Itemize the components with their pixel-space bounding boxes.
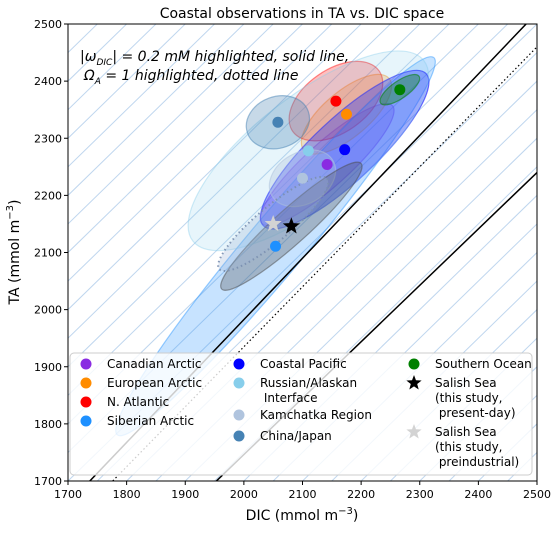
y-tick-label: 2000 xyxy=(34,304,62,317)
legend-marker xyxy=(408,358,420,370)
diagonal-guide-line xyxy=(68,24,421,368)
data-point-star-10 xyxy=(264,214,282,232)
data-point-2 xyxy=(330,95,342,107)
annotation-text: |ωDIC| = 0.2 mM highlighted, solid line,… xyxy=(80,49,349,87)
legend-marker xyxy=(80,396,92,408)
x-tick-label: 2000 xyxy=(230,488,258,501)
chart-title: Coastal observations in TA vs. DIC space xyxy=(160,6,445,22)
x-tick-label: 2100 xyxy=(289,488,317,501)
data-point-8 xyxy=(394,84,406,96)
data-point-star-9 xyxy=(282,217,300,234)
legend-label: Russian/Alaskan Interface xyxy=(260,376,357,405)
legend-marker xyxy=(80,377,92,389)
diagonal-guide-line xyxy=(68,24,362,311)
y-tick-label: 1800 xyxy=(34,418,62,431)
legend-marker-star xyxy=(406,375,422,390)
diagonal-guide-line xyxy=(68,24,450,397)
x-tick-label: 2300 xyxy=(406,488,434,501)
legend-label: Kamchatka Region xyxy=(260,408,372,422)
legend-label: Siberian Arctic xyxy=(107,414,194,428)
legend-marker xyxy=(80,415,92,427)
legend-marker xyxy=(80,358,92,370)
data-point-3 xyxy=(270,240,282,252)
y-tick-label: 1900 xyxy=(34,361,62,374)
data-point-0 xyxy=(321,159,333,171)
x-tick-label: 1700 xyxy=(54,488,82,501)
legend-marker xyxy=(233,430,245,442)
x-tick-label: 2500 xyxy=(523,488,551,501)
legend-label: European Arctic xyxy=(107,376,202,390)
y-tick-label: 2200 xyxy=(34,189,62,202)
legend-marker xyxy=(233,358,245,370)
y-tick-label: 2100 xyxy=(34,247,62,260)
legend-label: Salish Sea (this study, present-day) xyxy=(435,376,516,420)
data-point-1 xyxy=(340,108,352,120)
data-point-4 xyxy=(339,144,351,156)
data-point-6 xyxy=(297,172,308,184)
legend-label: China/Japan xyxy=(260,429,332,443)
x-tick-label: 1800 xyxy=(113,488,141,501)
legend-marker xyxy=(233,409,245,421)
x-tick-label: 2200 xyxy=(347,488,375,501)
y-tick-label: 2500 xyxy=(34,18,62,31)
y-tick-label: 2300 xyxy=(34,132,62,145)
data-point-5 xyxy=(302,145,314,157)
y-tick-label: 1700 xyxy=(34,475,62,488)
legend-label: N. Atlantic xyxy=(107,395,169,409)
legend-label: Southern Ocean xyxy=(435,357,532,371)
y-tick-label: 2400 xyxy=(34,75,62,88)
legend-label: Canadian Arctic xyxy=(107,357,202,371)
x-tick-label: 2400 xyxy=(464,488,492,501)
x-axis-label: DIC (mmol m−3) xyxy=(246,506,359,524)
legend-label: Salish Sea (this study, preindustrial) xyxy=(435,425,519,469)
svg-text:ΩA = 1 highlighted, dotted lin: ΩA = 1 highlighted, dotted line xyxy=(83,68,298,87)
legend-marker-star xyxy=(406,424,422,439)
diagonal-guide-line xyxy=(68,24,392,339)
diagonal-guide-line xyxy=(68,24,333,282)
data-point-7 xyxy=(272,116,284,128)
y-axis-label: TA (mmol m−3) xyxy=(5,200,23,306)
legend: Canadian Arctic European Arctic N. Atlanti… xyxy=(69,352,533,476)
svg-text:|ωDIC| = 0.2 mM highlighted, s: |ωDIC| = 0.2 mM highlighted, solid line, xyxy=(80,49,349,68)
legend-marker xyxy=(233,377,245,389)
legend-label: Coastal Pacific xyxy=(260,357,347,371)
x-tick-label: 1900 xyxy=(171,488,199,501)
